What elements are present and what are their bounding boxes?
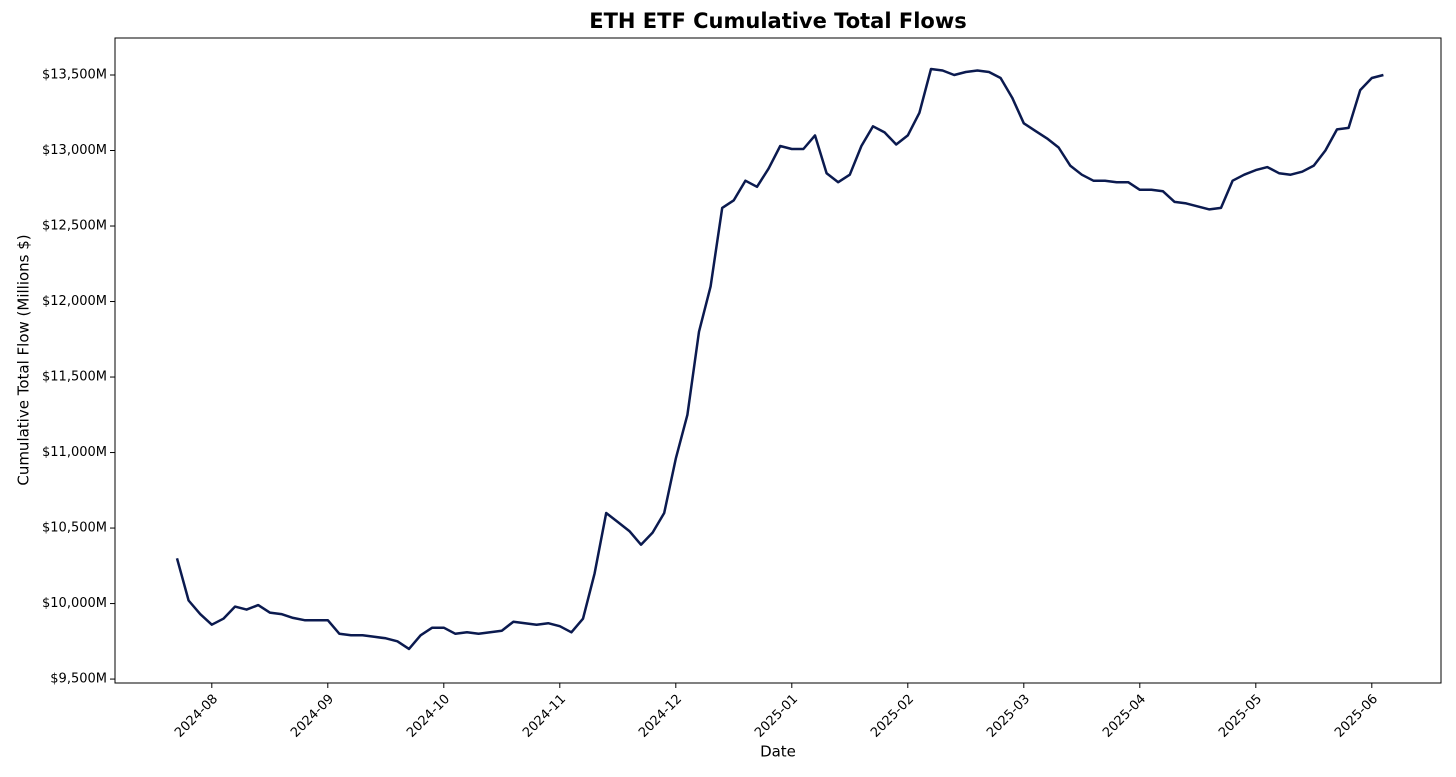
y-tick-label: $11,000M [42, 445, 107, 460]
x-axis-label: Date [760, 743, 796, 761]
y-tick-label: $13,500M [42, 67, 107, 82]
y-tick-label: $12,500M [42, 219, 107, 234]
y-tick-label: $10,000M [42, 596, 107, 611]
x-tick-label: 2025-04 [1100, 692, 1149, 741]
chart-title: ETH ETF Cumulative Total Flows [589, 9, 966, 33]
x-tick-label: 2024-12 [636, 692, 685, 741]
x-tick-label: 2024-10 [404, 692, 453, 741]
y-tick-label: $12,000M [42, 294, 107, 309]
y-axis-label: Cumulative Total Flow (Millions $) [15, 234, 33, 485]
y-tick-label: $10,500M [42, 521, 107, 536]
x-tick-label: 2024-08 [172, 692, 221, 741]
x-tick-label: 2024-09 [288, 692, 337, 741]
x-tick-label: 2025-03 [984, 692, 1033, 741]
x-tick-label: 2025-05 [1216, 692, 1265, 741]
x-tick-label: 2024-11 [520, 692, 569, 741]
plot-frame [114, 37, 1442, 684]
y-tick-label: $13,000M [42, 143, 107, 158]
x-tick-label: 2025-02 [868, 692, 917, 741]
x-tick-label: 2025-01 [752, 692, 801, 741]
x-tick-label: 2025-06 [1332, 692, 1381, 741]
y-tick-label: $9,500M [50, 672, 107, 687]
line [175, 67, 1384, 651]
y-tick-label: $11,500M [42, 370, 107, 385]
